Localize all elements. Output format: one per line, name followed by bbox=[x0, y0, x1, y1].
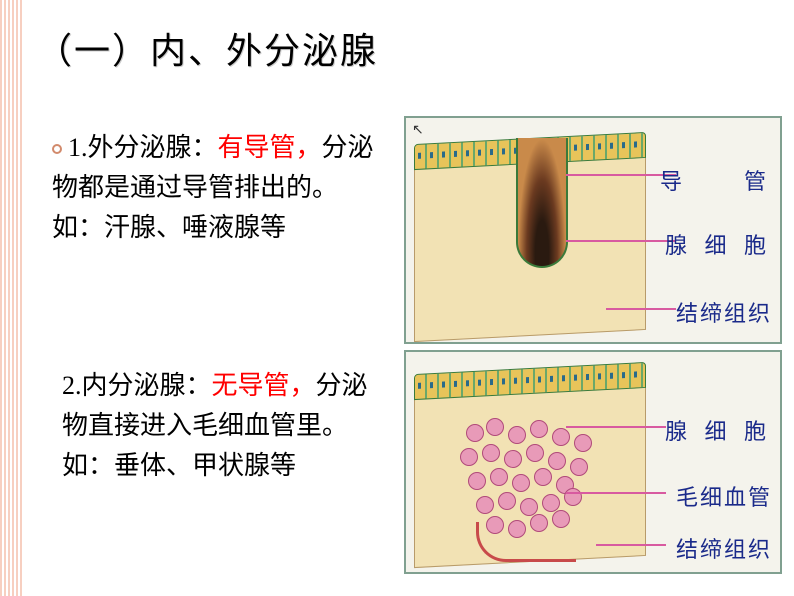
label-connective: 结缔组织 bbox=[676, 296, 772, 328]
label-duct: 导 管 bbox=[660, 164, 772, 196]
label-line bbox=[566, 240, 676, 242]
point-1: 1.外分泌腺：有导管，分泌物都是通过导管排出的。如：汗腺、唾液腺等 bbox=[52, 128, 382, 248]
point-1-red: 有导管， bbox=[218, 133, 322, 162]
point-2-term: 内分泌腺： bbox=[82, 371, 212, 400]
capillary-vessel bbox=[476, 522, 576, 562]
slide-title: （一）内、外分泌腺 bbox=[36, 22, 378, 74]
bullet-icon bbox=[52, 144, 62, 154]
gland-duct bbox=[516, 138, 568, 268]
left-decor-stripe bbox=[0, 0, 22, 596]
label-line bbox=[566, 426, 666, 428]
label-line bbox=[606, 308, 676, 310]
cursor-icon: ↖ bbox=[412, 122, 424, 139]
label-connective: 结缔组织 bbox=[676, 532, 772, 564]
point-2-red: 无导管， bbox=[212, 371, 316, 400]
label-capillary: 毛细血管 bbox=[676, 480, 772, 512]
label-gland-cell: 腺 细 胞 bbox=[665, 414, 772, 446]
point-1-num: 1. bbox=[68, 133, 88, 162]
label-gland-cell: 腺 细 胞 bbox=[665, 228, 772, 260]
point-2: 2.内分泌腺：无导管，分泌物直接进入毛细血管里。如：垂体、甲状腺等 bbox=[62, 366, 392, 486]
point-1-term: 外分泌腺： bbox=[88, 133, 218, 162]
point-2-num: 2. bbox=[62, 371, 82, 400]
label-line bbox=[596, 544, 666, 546]
figure-endocrine: 腺 细 胞 毛细血管 结缔组织 bbox=[404, 350, 782, 574]
figure-exocrine: ↖ 导 管 腺 细 胞 结缔组织 bbox=[404, 116, 782, 344]
label-line bbox=[566, 492, 666, 494]
